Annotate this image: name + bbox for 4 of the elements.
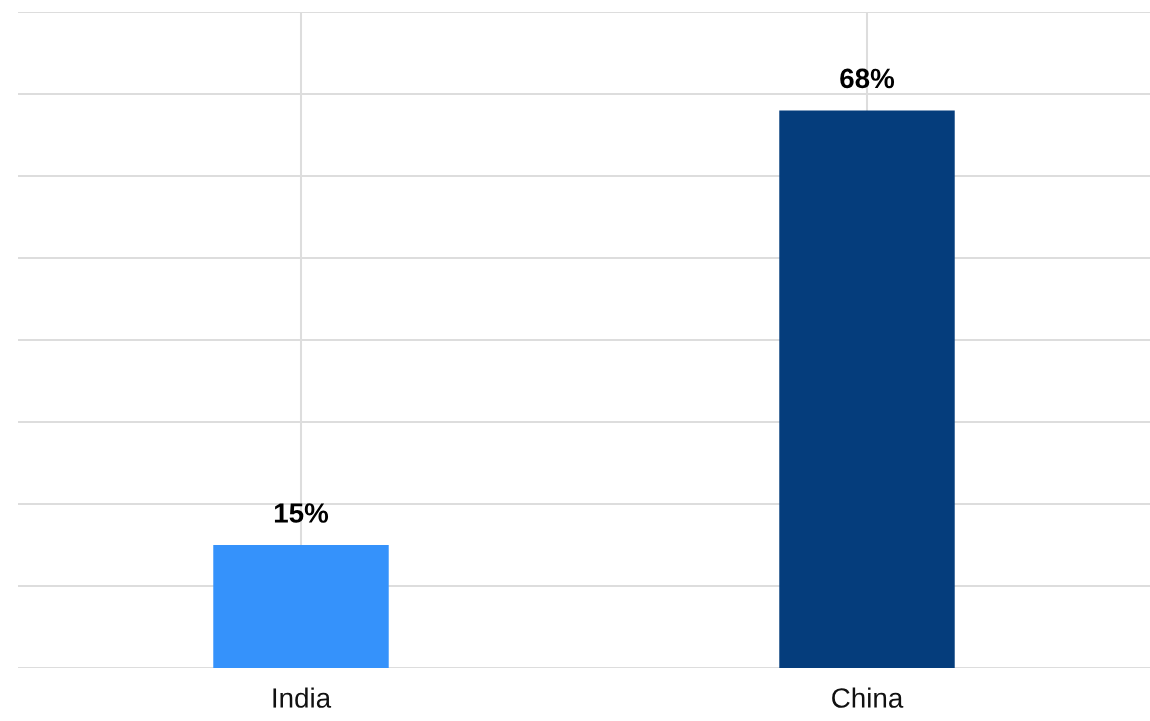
data-label: 15%: [274, 503, 329, 523]
x-tick-label: India: [273, 687, 332, 708]
x-tick-label: China: [832, 687, 904, 708]
data-label: 68%: [840, 68, 895, 89]
